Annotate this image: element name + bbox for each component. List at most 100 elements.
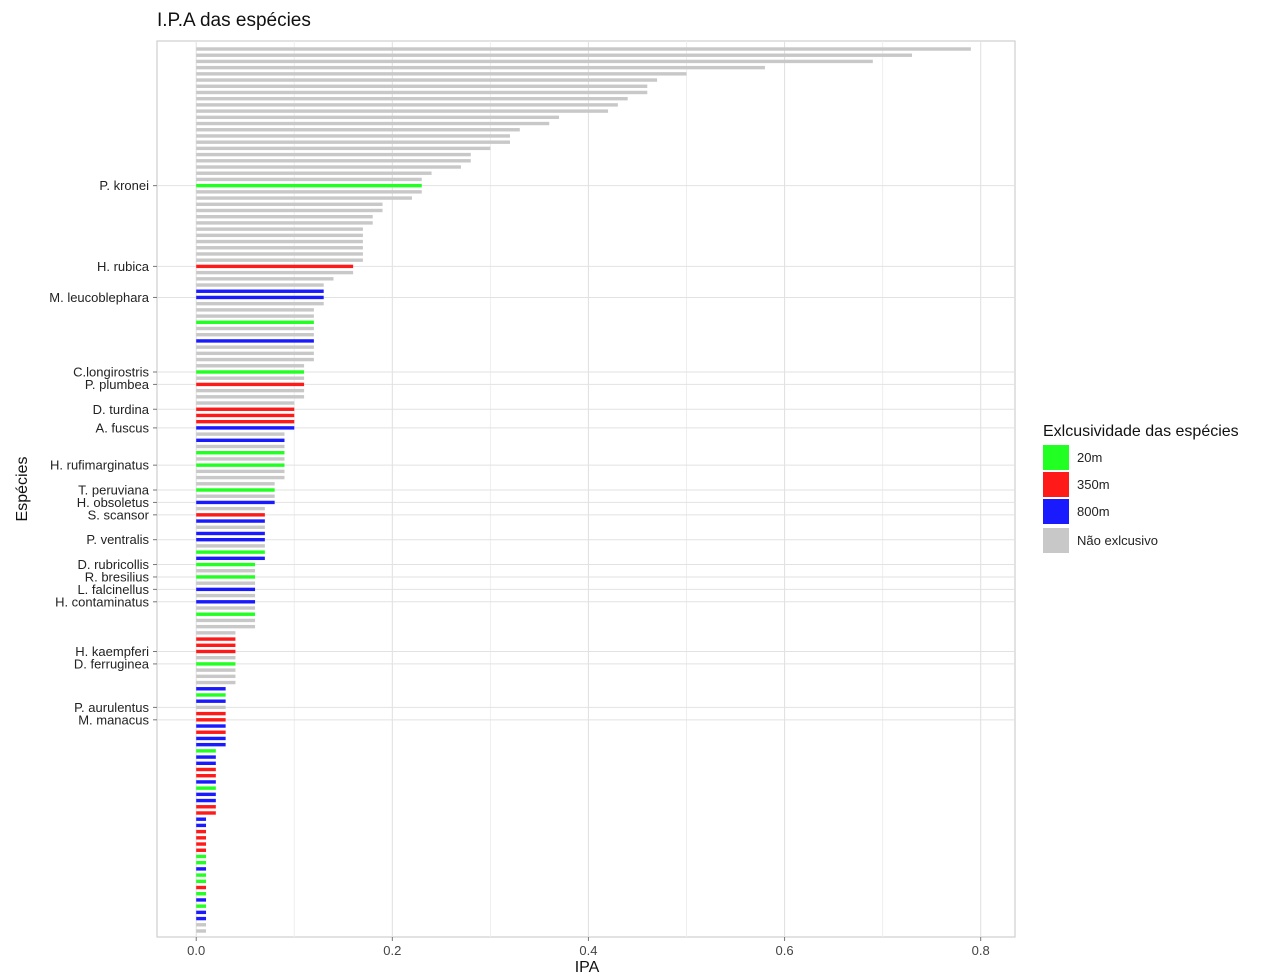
plot-panel (156, 40, 1016, 938)
bar (196, 842, 207, 846)
bar (196, 438, 285, 443)
bar (196, 301, 324, 306)
bar (196, 805, 216, 809)
legend-label: 800m (1077, 504, 1110, 519)
bar (196, 730, 226, 734)
legend-swatch (1043, 445, 1069, 470)
legend-swatch (1043, 472, 1069, 497)
bar (196, 482, 275, 486)
y-species-label: H. rufimarginatus (50, 458, 149, 473)
bar (196, 600, 256, 604)
bar (196, 693, 226, 697)
bar (196, 867, 207, 871)
bar (196, 506, 265, 511)
y-axis-title: Espécies (14, 457, 31, 522)
bar (196, 96, 628, 101)
x-tick-label: 0.0 (187, 943, 205, 958)
bar (196, 84, 648, 88)
x-tick-label: 0.4 (579, 943, 597, 958)
legend-label: 350m (1077, 477, 1110, 492)
y-species-label: P. aurulentus (74, 700, 149, 715)
bar (196, 854, 207, 859)
bar (196, 140, 511, 144)
bar (196, 109, 609, 113)
bar (196, 196, 412, 200)
x-axis-ticks: 0.0 0.2 0.4 0.6 0.8 (187, 937, 990, 958)
legend-swatch (1043, 528, 1069, 553)
bar (196, 724, 226, 728)
x-axis-title: IPA (575, 959, 600, 976)
bar (196, 208, 383, 213)
y-species-label: P. plumbea (85, 377, 150, 392)
bar (196, 662, 236, 666)
bar (196, 78, 658, 82)
bar (196, 860, 207, 865)
bar (196, 432, 285, 436)
bar (196, 879, 207, 884)
bar (196, 848, 207, 852)
bar (196, 364, 305, 368)
bar (196, 537, 265, 542)
y-species-label: T. peruviana (78, 483, 150, 498)
bar (196, 829, 207, 834)
bar (196, 637, 236, 641)
bar (196, 929, 207, 933)
bar (196, 72, 687, 76)
bar (196, 47, 971, 51)
bar (196, 59, 873, 64)
y-species-label: D. ferruginea (74, 656, 150, 671)
y-axis-species-labels: P. kronei H. rubica M. leucoblephara C.long… (49, 178, 157, 727)
bar (196, 786, 216, 790)
bar (196, 718, 226, 722)
bar (196, 165, 461, 169)
bar (196, 308, 314, 312)
bar (196, 736, 226, 741)
bar (196, 475, 285, 480)
bar (196, 444, 285, 449)
bar (196, 500, 275, 505)
bar (196, 295, 324, 300)
bar (196, 177, 422, 182)
bar (196, 115, 560, 120)
bar (196, 277, 334, 281)
bar (196, 655, 236, 660)
legend: Exlcusividade das espécies 20m 350m 800m Nã… (1043, 423, 1239, 553)
bar (196, 910, 207, 915)
bar (196, 687, 226, 691)
bar (196, 134, 511, 138)
bar (196, 587, 256, 592)
y-species-label: P. kronei (99, 178, 149, 193)
legend-label: Não exlcusivo (1077, 533, 1158, 548)
bar (196, 513, 265, 517)
bar (196, 767, 216, 772)
bar (196, 755, 216, 759)
bar (196, 239, 363, 244)
bar (196, 699, 226, 703)
bar (196, 90, 648, 95)
bar (196, 916, 207, 921)
bar (196, 569, 256, 573)
bar (196, 923, 207, 927)
bar (196, 488, 275, 492)
bar (196, 221, 373, 225)
bar (196, 426, 295, 430)
bar (196, 171, 432, 175)
y-species-label: S. scansor (88, 507, 150, 522)
bar (196, 382, 305, 387)
bar (196, 649, 236, 654)
bar (196, 711, 226, 716)
bar (196, 817, 207, 821)
bar (196, 556, 265, 561)
y-species-label: D. turdina (93, 402, 150, 417)
bar (196, 283, 324, 287)
bar (196, 531, 265, 536)
bar (196, 345, 314, 349)
bar (196, 326, 314, 331)
bar (196, 612, 256, 616)
bar (196, 227, 363, 231)
chart-title: I.P.A das espécies (157, 10, 311, 31)
bar (196, 873, 207, 877)
bar (196, 128, 520, 132)
x-tick-label: 0.8 (972, 943, 990, 958)
bar (196, 581, 256, 585)
